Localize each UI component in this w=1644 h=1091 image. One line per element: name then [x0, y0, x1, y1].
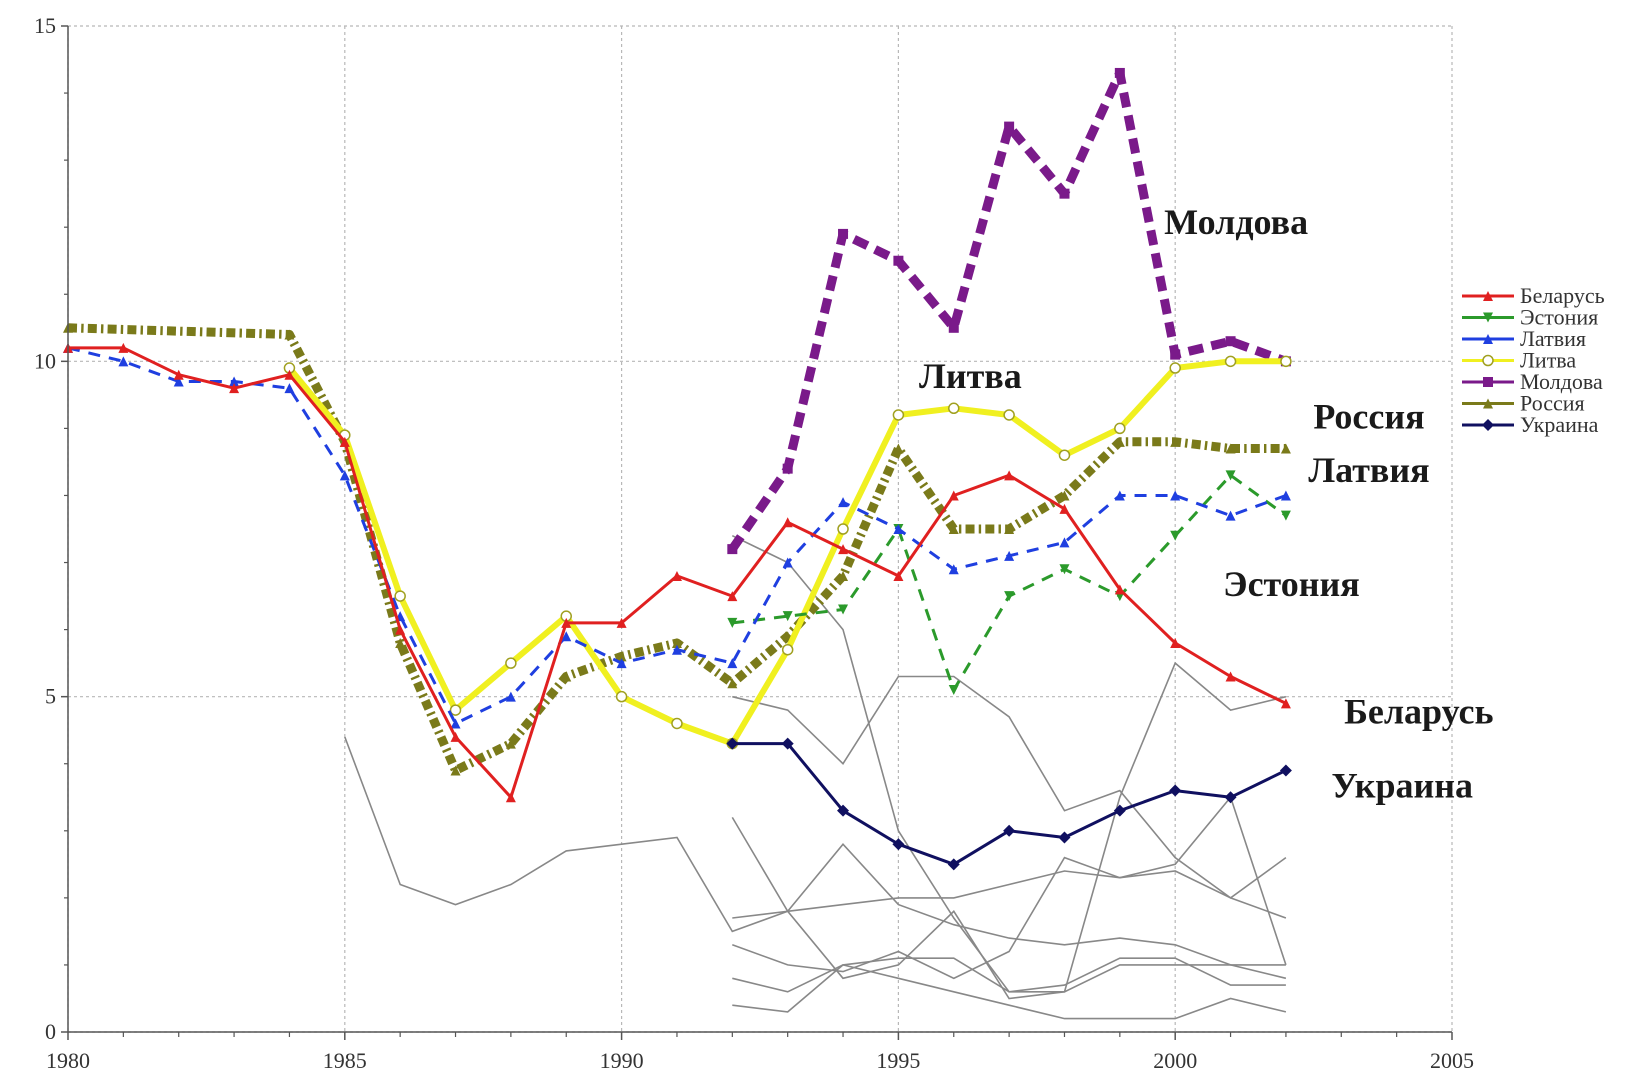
series-4-point: [893, 256, 903, 266]
series-3-point: [783, 645, 793, 655]
x-tick-label: 1995: [876, 1048, 920, 1073]
series-annotation: Беларусь: [1344, 691, 1493, 731]
series-3-line: [289, 361, 1286, 743]
y-tick-label: 5: [45, 684, 56, 709]
series-lines: [63, 68, 1292, 870]
series-0-point: [783, 517, 793, 527]
series-2-line: [68, 348, 1286, 724]
series-4-point: [783, 464, 793, 474]
x-tick-label: 1985: [323, 1048, 367, 1073]
y-tick-label: 0: [45, 1019, 56, 1044]
series-3-point: [838, 524, 848, 534]
background-series-line: [732, 797, 1286, 978]
series-4-point: [838, 229, 848, 239]
series-3-point: [893, 410, 903, 420]
x-tick-label: 1980: [46, 1048, 90, 1073]
series-4-point: [1059, 189, 1069, 199]
series-0-point: [838, 544, 848, 554]
series-3-point: [506, 658, 516, 668]
series-annotation: Латвия: [1308, 450, 1429, 490]
series-5-line: [68, 328, 1286, 771]
background-series-line: [732, 844, 1286, 978]
series-2: [63, 343, 1291, 729]
series-4-point: [1004, 122, 1014, 132]
axes: 1980 1985 1990 1995 2000 2005 0 5 10 15: [34, 13, 1474, 1073]
legend: БеларусьЭстонияЛатвияЛитваМолдоваРоссияУ…: [1462, 283, 1605, 437]
series-3-point: [949, 403, 959, 413]
series-annotation: Россия: [1313, 396, 1424, 436]
background-series-line: [732, 958, 1286, 992]
series-1-point: [949, 685, 959, 695]
series-6-point: [1058, 832, 1070, 844]
x-tick-label: 2005: [1430, 1048, 1474, 1073]
background-series-line: [732, 536, 1286, 992]
series-4-point: [949, 323, 959, 333]
series-4-point: [1115, 68, 1125, 78]
series-annotation: Литва: [919, 356, 1022, 396]
series-3-point: [1059, 450, 1069, 460]
series-6-line: [732, 744, 1286, 865]
legend-item: Украина: [1462, 412, 1599, 437]
series-annotation: Эстония: [1223, 564, 1360, 604]
legend-marker: [1482, 419, 1494, 431]
y-tick-label: 10: [34, 348, 56, 373]
series-annotation: Молдова: [1164, 202, 1308, 242]
series-2-point: [838, 497, 848, 507]
series-3-point: [395, 591, 405, 601]
series-4-point: [727, 544, 737, 554]
series-3-point: [1226, 356, 1236, 366]
x-tick-label: 2000: [1153, 1048, 1197, 1073]
y-tick-label: 15: [34, 13, 56, 38]
series-4-point: [1170, 350, 1180, 360]
series-3-point: [1281, 356, 1291, 366]
background-series-line: [345, 737, 1286, 932]
series-5-point: [1281, 444, 1291, 454]
series-3-point: [617, 692, 627, 702]
legend-marker: [1483, 356, 1493, 366]
legend-label: Украина: [1520, 412, 1599, 437]
series-2-point: [1226, 511, 1236, 521]
series-4: [727, 68, 1291, 554]
series-annotation: Украина: [1331, 765, 1473, 805]
series-3-point: [1115, 423, 1125, 433]
series-6-point: [1169, 785, 1181, 797]
series-6: [726, 738, 1292, 871]
series-6-point: [1114, 805, 1126, 817]
series-2-point: [284, 383, 294, 393]
series-5: [63, 323, 1291, 776]
background-series-line: [732, 677, 1286, 898]
series-4-point: [1226, 336, 1236, 346]
series-3-point: [1170, 363, 1180, 373]
series-0: [63, 343, 1291, 802]
legend-marker: [1483, 377, 1493, 387]
grid: [68, 26, 1452, 1032]
x-tick-label: 1990: [600, 1048, 644, 1073]
series-3-point: [1004, 410, 1014, 420]
series-3: [284, 356, 1290, 748]
series-6-point: [1280, 764, 1292, 776]
series-1-point: [1281, 511, 1291, 521]
series-3-point: [672, 718, 682, 728]
series-1-point: [1170, 531, 1180, 541]
